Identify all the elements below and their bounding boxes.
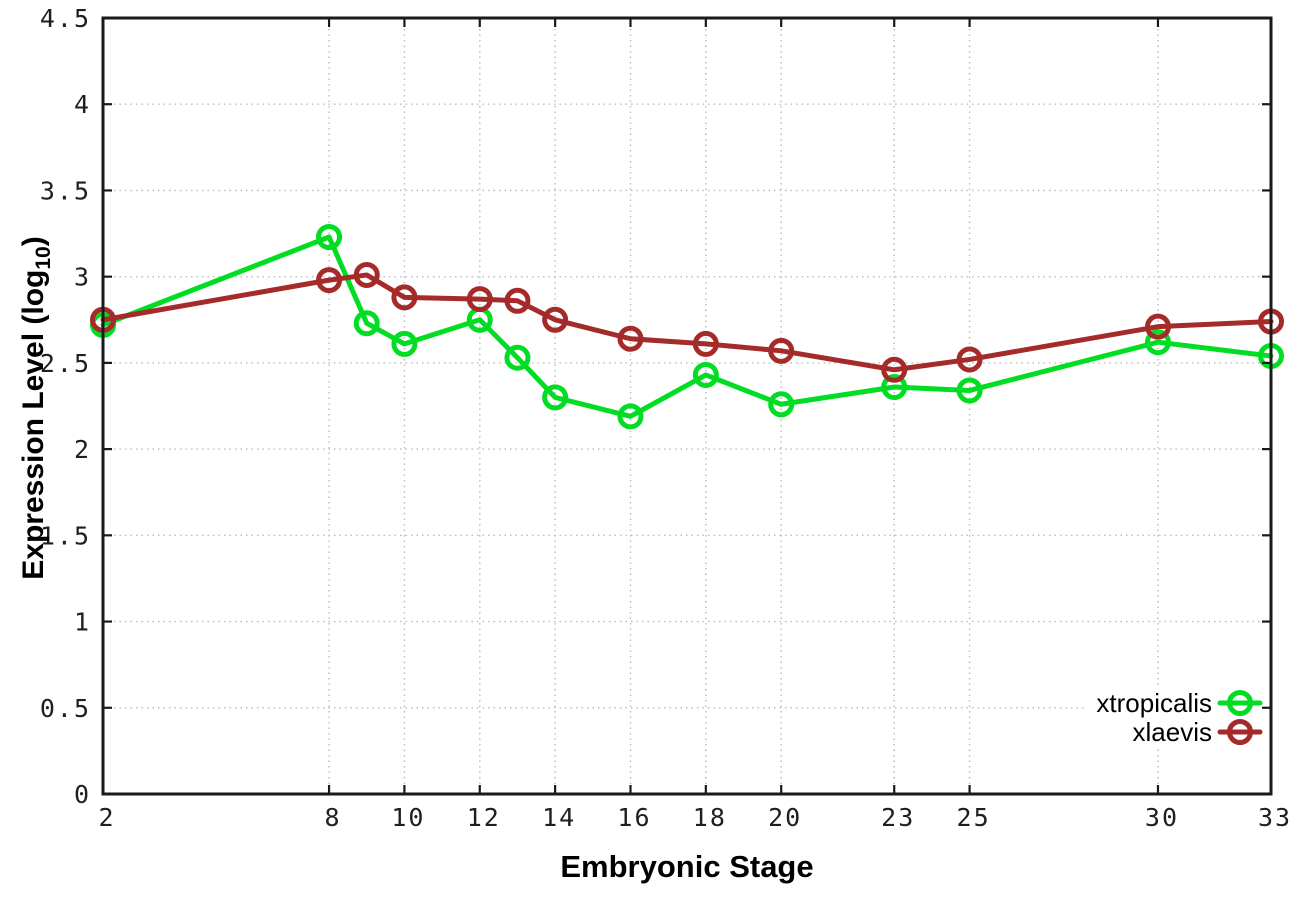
x-axis-title: Embryonic Stage xyxy=(560,849,814,884)
data-point-xlaevis xyxy=(1144,313,1171,340)
y-tick-label: 1.5 xyxy=(40,521,91,550)
x-tick-label: 18 xyxy=(693,803,727,832)
x-tick-label: 14 xyxy=(542,803,576,832)
y-tick-label: 3.5 xyxy=(40,176,91,205)
y-tick-label: 1 xyxy=(74,608,91,637)
y-tick-label: 3 xyxy=(74,263,91,292)
y-tick-label: 0 xyxy=(74,780,91,809)
plot-border xyxy=(101,16,1273,796)
legend-sample-marker-xtropicalis xyxy=(1227,690,1253,716)
data-point-xtropicalis xyxy=(316,224,343,251)
data-point-xlaevis xyxy=(617,325,644,352)
data-point-xlaevis xyxy=(391,284,418,311)
data-point-xtropicalis xyxy=(391,330,418,357)
y-tick-label: 2.5 xyxy=(40,349,91,378)
data-point-xtropicalis xyxy=(353,310,380,337)
data-point-xtropicalis xyxy=(768,391,795,418)
y-tick-label: 4 xyxy=(74,90,91,119)
y-axis-title-suffix: ) xyxy=(17,236,50,247)
data-point-xtropicalis xyxy=(504,344,531,371)
legend-sample-marker-xlaevis xyxy=(1227,719,1253,745)
series-line-xtropicalis xyxy=(100,234,1274,419)
x-tick-label: 33 xyxy=(1258,803,1292,832)
y-tick-label: 2 xyxy=(74,435,91,464)
data-point-xlaevis xyxy=(542,306,569,333)
data-point-xlaevis xyxy=(956,346,983,373)
x-tick-label: 10 xyxy=(391,803,425,832)
x-tick-label: 23 xyxy=(881,803,915,832)
x-tick-label: 20 xyxy=(768,803,802,832)
x-tick-label: 8 xyxy=(325,803,342,832)
data-point-xlaevis xyxy=(768,337,795,364)
data-point-xlaevis xyxy=(466,286,493,313)
x-tick-label: 25 xyxy=(957,803,991,832)
data-point-xtropicalis xyxy=(617,403,644,430)
data-point-xtropicalis xyxy=(542,384,569,411)
x-tick-label: 12 xyxy=(467,803,501,832)
x-tick-label: 16 xyxy=(617,803,651,832)
y-axis-title-subscript: 10 xyxy=(32,246,55,270)
data-point-xlaevis xyxy=(692,330,719,357)
data-point-xtropicalis xyxy=(881,374,908,401)
x-tick-label: 2 xyxy=(98,803,115,832)
data-point-xlaevis xyxy=(316,267,343,294)
legend-item-xtropicalis: xtropicalis xyxy=(1096,688,1212,718)
y-axis-title: Expression Level (log10) xyxy=(17,208,57,608)
data-point-xlaevis xyxy=(353,261,380,288)
data-point-xlaevis xyxy=(881,356,908,383)
y-tick-label: 4.5 xyxy=(40,4,91,33)
y-tick-label: 0.5 xyxy=(40,694,91,723)
data-point-xlaevis xyxy=(504,287,531,314)
x-tick-label: 30 xyxy=(1145,803,1179,832)
data-point-xtropicalis xyxy=(1144,329,1171,356)
data-point-xtropicalis xyxy=(692,361,719,388)
y-axis-title-text: Expression Level (log xyxy=(17,269,50,580)
legend-item-xlaevis: xlaevis xyxy=(1132,717,1212,747)
legend-background xyxy=(1086,685,1268,748)
data-point-xtropicalis xyxy=(956,377,983,404)
